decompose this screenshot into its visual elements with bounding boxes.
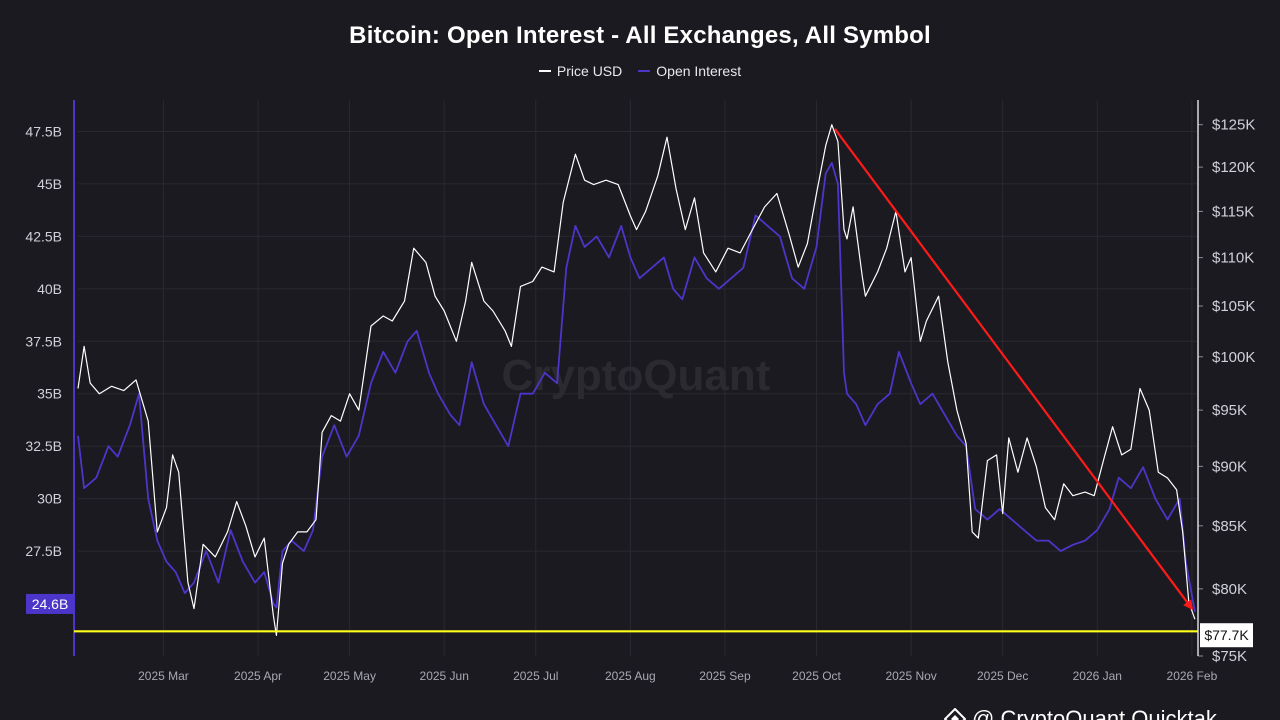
- label-layer: 24.6B $77.7K: [26, 593, 1253, 648]
- x-tick-label: 2025 Nov: [885, 669, 936, 683]
- y-left-tick-label: 35B: [37, 386, 62, 402]
- y-right-tick-label: $115K: [1212, 203, 1254, 220]
- legend-swatch-price: [538, 70, 551, 72]
- x-tick-label: 2025 Sep: [699, 669, 751, 683]
- x-tick-label: 2025 May: [323, 669, 376, 683]
- y-right-tick-label: $80K: [1212, 581, 1247, 598]
- series-line-price: [77, 124, 1196, 636]
- grid-layer: [78, 100, 1198, 656]
- y-right-tick-label: $90K: [1212, 458, 1247, 475]
- cryptoquant-logo-icon: [943, 707, 967, 720]
- x-tick-label: 2026 Jan: [1073, 669, 1122, 683]
- trend-arrow: [833, 128, 1194, 611]
- y-right-tick-label: $120K: [1212, 159, 1255, 176]
- y-left-tick-label: 37.5B: [25, 333, 62, 349]
- source-badge-text: @ CryptoQuant Quicktak...: [972, 706, 1236, 720]
- x-tick-label: 2025 Jun: [420, 669, 469, 683]
- x-tick-label: 2025 Dec: [977, 669, 1028, 683]
- current-oi-label: 24.6B: [32, 596, 69, 612]
- y-right-tick-label: $85K: [1212, 518, 1247, 535]
- x-tick-label: 2025 Apr: [234, 669, 282, 683]
- chart-legend: Price USD Open Interest: [0, 63, 1280, 79]
- x-tick-label: 2025 Aug: [605, 669, 656, 683]
- x-tick-label: 2025 Mar: [138, 669, 189, 683]
- current-price-label: $77.7K: [1204, 627, 1249, 643]
- chart-title: Bitcoin: Open Interest - All Exchanges, …: [349, 22, 931, 49]
- y-left-tick-label: 40B: [37, 281, 62, 297]
- y-left-tick-label: 45B: [37, 176, 62, 192]
- y-right-tick-label: $110K: [1212, 250, 1254, 267]
- legend-label-open-interest: Open Interest: [656, 63, 742, 79]
- watermark: CryptoQuant: [502, 351, 771, 400]
- current-oi-tag: [26, 593, 74, 614]
- y-right-tick-label: $100K: [1212, 349, 1255, 366]
- x-tick-label: 2026 Feb: [1167, 669, 1218, 683]
- x-tick-label: 2025 Jul: [513, 669, 558, 683]
- y-right-tick-label: $75K: [1212, 648, 1247, 665]
- x-tick-label: 2025 Oct: [792, 669, 841, 683]
- annotation-layer: [74, 128, 1198, 633]
- series-layer: [77, 124, 1196, 636]
- legend-label-price: Price USD: [556, 63, 623, 79]
- axes-layer: 27.5B 30B 32.5B 35B 37.5B 40B 42.5B 45B 47.5B 202…: [25, 100, 1255, 683]
- y-right-tick-label: $95K: [1212, 402, 1247, 419]
- legend-item-open-interest[interactable]: Open Interest: [638, 63, 741, 79]
- source-badge[interactable]: @ CryptoQuant Quicktak...: [943, 706, 1236, 720]
- y-left-tick-label: 47.5B: [25, 123, 62, 139]
- y-right-tick-label: $105K: [1212, 298, 1255, 315]
- y-left-tick-label: 30B: [37, 491, 62, 507]
- y-left-tick-label: 32.5B: [25, 438, 62, 454]
- series-line-open-interest: [77, 162, 1196, 613]
- legend-swatch-open-interest: [638, 70, 651, 72]
- y-left-tick-label: 42.5B: [25, 228, 62, 244]
- y-left-tick-label: 27.5B: [25, 543, 62, 559]
- y-right-tick-label: $125K: [1212, 117, 1255, 134]
- legend-item-price[interactable]: Price USD: [538, 63, 623, 79]
- current-price-tag: [1200, 623, 1253, 648]
